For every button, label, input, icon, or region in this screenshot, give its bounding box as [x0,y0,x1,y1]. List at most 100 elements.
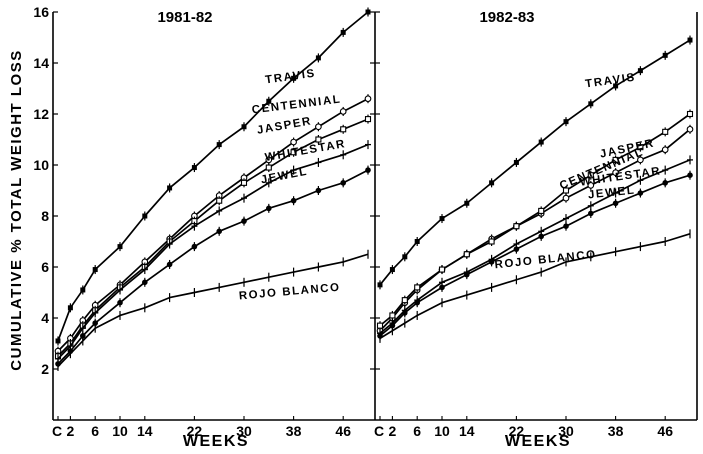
x-tick-label: 38 [286,423,302,439]
data-point-jasper [290,147,297,157]
data-point-whitestar [265,178,272,188]
y-tick-label: 8 [41,208,49,224]
data-point-jewel [402,308,408,318]
x-tick-label: 22 [187,423,203,439]
panel-title: 1982-83 [479,9,534,26]
data-point-travis [241,122,247,132]
x-tick-label: 30 [236,423,252,439]
data-point-whitestar [216,206,223,216]
data-point-jasper [414,282,421,292]
data-point-travis [117,242,123,252]
series-line-travis [379,39,691,286]
data-point-jasper [662,127,669,137]
series-whitestar [377,155,693,338]
data-point-jewel [241,216,247,226]
data-point-travis [340,27,346,37]
series-label-travis: TRAVIS [585,72,637,91]
x-tick-label: C [374,423,384,439]
data-point-travis [402,252,408,262]
data-point-centennial [339,106,347,116]
y-tick-label: 10 [33,157,49,173]
data-point-jasper [364,114,372,124]
data-point-travis [588,99,594,109]
data-point-travis [439,214,445,224]
data-point-travis [315,53,321,63]
data-point-travis [637,66,643,76]
data-point-centennial [612,168,619,178]
data-point-centennial [562,193,570,203]
series-jasper [376,109,694,331]
data-point-jasper [637,142,644,152]
series-line-rojo-blanco [57,253,369,368]
data-point-travis [414,237,420,246]
series-jewel [55,165,371,369]
x-tick-label: 46 [657,423,673,439]
series-label-travis: TRAVIS [265,68,317,87]
series-line-whitestar [57,143,369,360]
series-rojo-blanco [57,249,369,371]
x-tick-label: 14 [137,423,153,439]
data-point-jewel [290,196,297,206]
data-point-travis [365,7,371,17]
data-point-whitestar [687,155,693,165]
data-point-whitestar [662,165,669,175]
data-point-whitestar [315,157,322,167]
data-point-jewel [538,231,544,241]
data-point-jasper [612,155,619,165]
data-point-travis [563,117,569,127]
data-point-whitestar [79,323,86,333]
x-tick-label: 2 [389,423,397,439]
y-tick-label: 6 [41,259,49,275]
data-point-jewel [191,242,198,252]
data-point-travis [464,198,470,208]
data-point-centennial [290,137,297,147]
y-axis-title: CUMULATIVE % TOTAL WEIGHT LOSS [8,49,25,370]
panel-1982-83: C 2 6 10 14 22 30 38 46WEEKS1982-83TRAVISCENTENN… [370,9,698,450]
data-point-travis [92,265,98,275]
data-point-whitestar [290,165,297,175]
data-point-centennial [587,180,595,190]
y-tick-label: 2 [41,361,49,377]
data-point-jewel [637,188,644,198]
data-point-jewel [365,165,371,175]
data-point-travis [216,140,222,150]
data-point-travis [662,50,668,60]
data-point-jasper [216,196,223,206]
series-line-centennial [57,97,369,352]
data-point-jewel [166,259,173,269]
data-point-travis [513,157,519,167]
data-point-centennial [686,124,694,134]
data-point-jasper [401,295,408,305]
data-point-travis [687,35,693,45]
x-tick-label: 6 [91,423,99,439]
data-point-travis [538,137,544,147]
data-point-jasper [376,321,384,331]
data-point-jewel [687,170,693,180]
data-point-centennial [661,145,669,155]
x-tick-label: 30 [558,423,574,439]
data-point-jewel [563,221,569,231]
data-point-whitestar [166,239,173,249]
series-whitestar [55,140,371,364]
series-label-centennial: CENTENNIAL [251,94,342,117]
data-point-whitestar [141,265,148,275]
series-rojo-blanco [379,229,691,343]
data-point-centennial [265,155,273,165]
x-tick-label: 38 [608,423,624,439]
data-point-jewel [142,277,148,287]
data-point-whitestar [637,175,644,185]
y-tick-label: 16 [33,4,49,20]
data-point-jewel [439,282,445,292]
data-point-jewel [464,270,470,280]
data-point-whitestar [117,285,123,295]
x-axis-title: WEEKS [183,433,249,450]
data-point-whitestar [365,140,371,150]
data-point-travis [389,265,395,275]
data-point-jasper [340,124,347,134]
data-point-jasper [488,237,495,246]
data-point-jewel [588,208,594,218]
series-line-jasper [57,118,369,357]
data-point-jewel [216,226,222,236]
data-point-whitestar [563,214,569,224]
data-point-centennial [637,155,644,165]
